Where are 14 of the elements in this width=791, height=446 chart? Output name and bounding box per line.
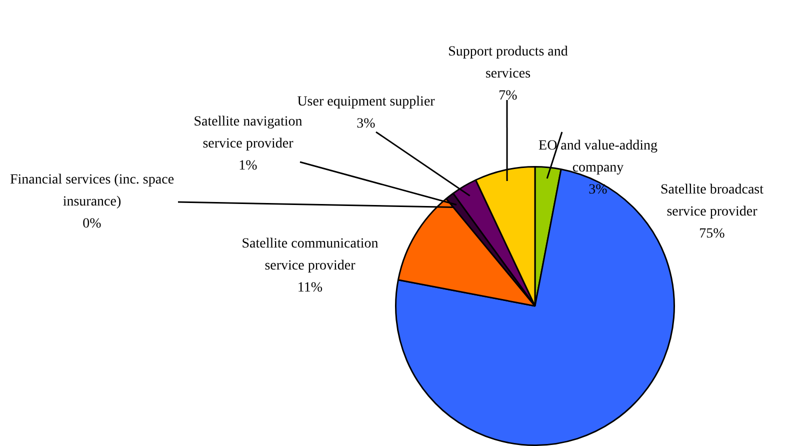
- data-label: 75%: [699, 226, 726, 242]
- slice-label: Satellite broadcast service provider: [660, 182, 764, 220]
- data-label: 3%: [356, 116, 376, 132]
- slice-label: User equipment supplier: [297, 94, 436, 110]
- slice-label: Satellite communication service provider: [242, 236, 378, 274]
- data-label: 1%: [238, 158, 258, 174]
- text: 0%: [82, 216, 102, 232]
- slice-label: EO and value-adding company: [538, 138, 658, 176]
- slice-label: Support products and services: [448, 44, 568, 82]
- data-label: 3%: [588, 182, 608, 198]
- slice-label: Satellite navigation service provider: [194, 114, 302, 152]
- data-label: 7%: [498, 88, 518, 104]
- data-label: 11%: [297, 280, 323, 296]
- category-label: Financial services (inc. space insurance): [10, 172, 174, 210]
